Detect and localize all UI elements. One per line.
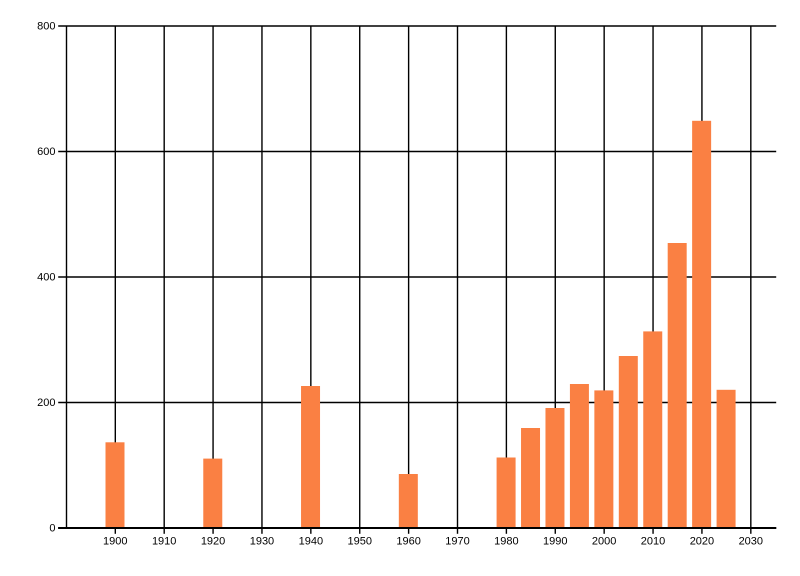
svg-text:2000: 2000 [592,536,616,548]
svg-text:1960: 1960 [396,536,420,548]
svg-text:200: 200 [37,397,55,409]
svg-text:400: 400 [37,272,55,284]
svg-text:2030: 2030 [739,536,763,548]
svg-text:1970: 1970 [445,536,469,548]
svg-text:1930: 1930 [250,536,274,548]
svg-text:800: 800 [37,21,55,33]
svg-text:1910: 1910 [152,536,176,548]
svg-text:1900: 1900 [103,536,127,548]
svg-text:600: 600 [37,146,55,158]
svg-text:1980: 1980 [494,536,518,548]
svg-text:2020: 2020 [690,536,714,548]
svg-text:2010: 2010 [641,536,665,548]
svg-text:1940: 1940 [299,536,323,548]
svg-text:0: 0 [49,523,55,535]
svg-text:1950: 1950 [347,536,371,548]
svg-text:1920: 1920 [201,536,225,548]
svg-text:1990: 1990 [543,536,567,548]
